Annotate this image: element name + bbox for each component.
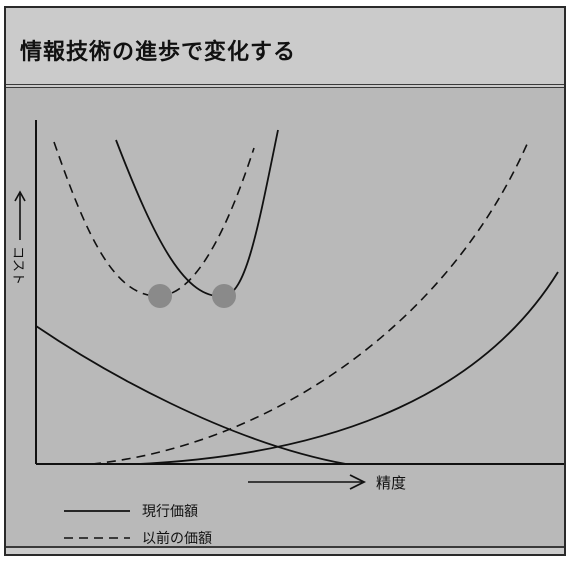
previous-increasing-curve	[91, 141, 529, 465]
title-bar: 情報技術の進歩で変化する	[6, 8, 564, 88]
x-axis-label: 精度	[376, 474, 406, 492]
previous-optimum-marker	[148, 284, 172, 308]
bottom-rule	[6, 546, 564, 554]
current-optimum-marker	[212, 284, 236, 308]
legend-previous-label: 以前の価額	[142, 530, 212, 547]
y-axis-arrow-head	[14, 190, 26, 202]
cost-accuracy-diagram: コスト 精度 現行価額 以前の価額	[10, 120, 564, 547]
current-decreasing-curve	[35, 325, 347, 465]
current-increasing-curve	[137, 271, 559, 465]
y-axis-label: コスト	[10, 246, 25, 285]
legend-current-label: 現行価額	[142, 504, 198, 520]
legend: 現行価額 以前の価額	[64, 504, 212, 547]
previous-total-cost-curve	[53, 141, 255, 297]
diagram-title: 情報技術の進歩で変化する	[20, 40, 297, 65]
diagram-frame: 情報技術の進歩で変化する コスト 精度 現行価額 以前の価額	[4, 6, 566, 556]
x-axis-arrow-head	[349, 474, 367, 490]
